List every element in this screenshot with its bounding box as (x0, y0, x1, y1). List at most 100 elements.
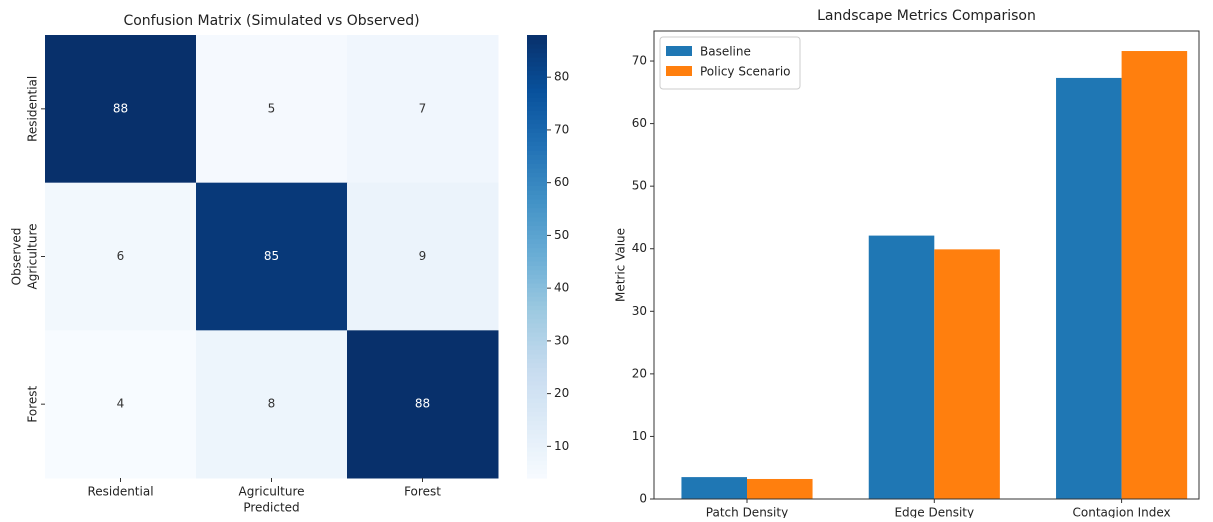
cell (347, 35, 499, 184)
cell (347, 330, 499, 479)
colorbar-tick-label: 30 (554, 333, 569, 347)
cell-label: 7 (419, 101, 427, 115)
colorbar-segment (527, 119, 547, 125)
colorbar-segment (527, 269, 547, 275)
bar (934, 249, 1000, 499)
cell-label: 9 (419, 249, 427, 263)
x-tick-label: Contagion Index (1073, 506, 1171, 519)
cell-label: 88 (415, 397, 430, 411)
cell-label: 8 (268, 397, 276, 411)
colorbar-segment (527, 376, 547, 382)
y-tick-label: 30 (632, 304, 647, 318)
colorbar-segment (527, 393, 547, 399)
colorbar-segment (527, 265, 547, 271)
y-tick-label: 60 (632, 116, 647, 130)
colorbar-segment (527, 318, 547, 324)
y-tick-label: Agriculture (26, 224, 40, 290)
y-axis-label: Metric Value (614, 228, 628, 302)
colorbar-segment (527, 415, 547, 421)
colorbar-segment (527, 132, 547, 138)
colorbar-segment (527, 128, 547, 133)
colorbar-segment (527, 353, 547, 359)
bar (681, 477, 747, 499)
colorbar-segment (527, 460, 547, 466)
y-tick-label: 70 (632, 54, 647, 68)
y-tick-label: 20 (632, 366, 647, 380)
colorbar-segment (527, 389, 547, 395)
colorbar-segment (527, 345, 547, 351)
legend-box (659, 36, 801, 90)
colorbar-segment (527, 150, 547, 156)
colorbar-segment (527, 74, 547, 80)
colorbar-segment (527, 291, 547, 297)
colorbar-segment (527, 154, 547, 160)
colorbar-tick-label: 20 (554, 386, 569, 400)
colorbar-segment (527, 225, 547, 231)
cell-label: 85 (264, 249, 279, 263)
colorbar-segment (527, 314, 547, 320)
colorbar-segment (527, 198, 547, 204)
colorbar-segment (527, 473, 547, 479)
colorbar-tick-label: 40 (554, 281, 569, 295)
colorbar-segment (527, 429, 547, 435)
x-tick-label: Residential (87, 485, 153, 499)
colorbar-segment (527, 238, 547, 244)
colorbar-segment (527, 278, 547, 284)
colorbar-segment (527, 402, 547, 408)
colorbar-segment (527, 300, 547, 306)
x-tick-label: Patch Density (706, 506, 788, 519)
colorbar-segment (527, 243, 547, 249)
colorbar-segment (527, 256, 547, 262)
cell-label: 88 (113, 101, 128, 115)
y-tick-label: Residential (26, 76, 40, 142)
colorbar-segment (527, 48, 547, 54)
colorbar-segment (527, 207, 547, 213)
cell (196, 182, 348, 331)
colorbar-tick-label: 50 (554, 228, 569, 242)
colorbar-segment (527, 43, 547, 49)
colorbar-segment (527, 446, 547, 452)
x-tick-label: Edge Density (894, 506, 974, 519)
colorbar-segment (527, 92, 547, 98)
colorbar-segment (527, 203, 547, 209)
y-tick-label: 40 (632, 241, 647, 255)
colorbar-segment (527, 66, 547, 71)
colorbar-segment (527, 252, 547, 257)
colorbar-tick-label: 60 (554, 175, 569, 189)
colorbar-segment (527, 35, 547, 40)
chart-title: Landscape Metrics Comparison (817, 8, 1036, 24)
colorbar-segment (527, 407, 547, 413)
colorbar-segment (527, 167, 547, 173)
legend-label: Policy Scenario (700, 65, 791, 79)
colorbar-segment (527, 420, 547, 426)
colorbar-segment (527, 234, 547, 240)
colorbar-segment (527, 110, 547, 116)
colorbar-segment (527, 52, 547, 58)
colorbar-segment (527, 371, 547, 377)
colorbar-segment (527, 88, 547, 94)
colorbar-segment (527, 70, 547, 76)
bar (868, 235, 935, 500)
colorbar-segment (527, 438, 547, 444)
colorbar-segment (527, 451, 547, 457)
cell (196, 35, 348, 184)
colorbar-segment (527, 105, 547, 111)
colorbar-segment (527, 123, 547, 129)
colorbar-tick-label: 70 (554, 122, 569, 136)
colorbar-segment (527, 212, 547, 218)
colorbar-segment (527, 398, 547, 404)
colorbar-segment (527, 159, 547, 164)
y-axis-label: Observed (10, 228, 24, 286)
colorbar-segment (527, 274, 547, 280)
colorbar-segment (527, 185, 547, 191)
colorbar-segment (527, 39, 547, 45)
colorbar-segment (527, 336, 547, 342)
colorbar-segment (527, 464, 547, 470)
colorbar-segment (527, 455, 547, 461)
cell (45, 182, 197, 331)
colorbar-segment (527, 101, 547, 107)
colorbar-segment (527, 424, 547, 430)
bar (747, 478, 813, 499)
colorbar-segment (527, 260, 547, 266)
legend-swatch (666, 66, 692, 76)
